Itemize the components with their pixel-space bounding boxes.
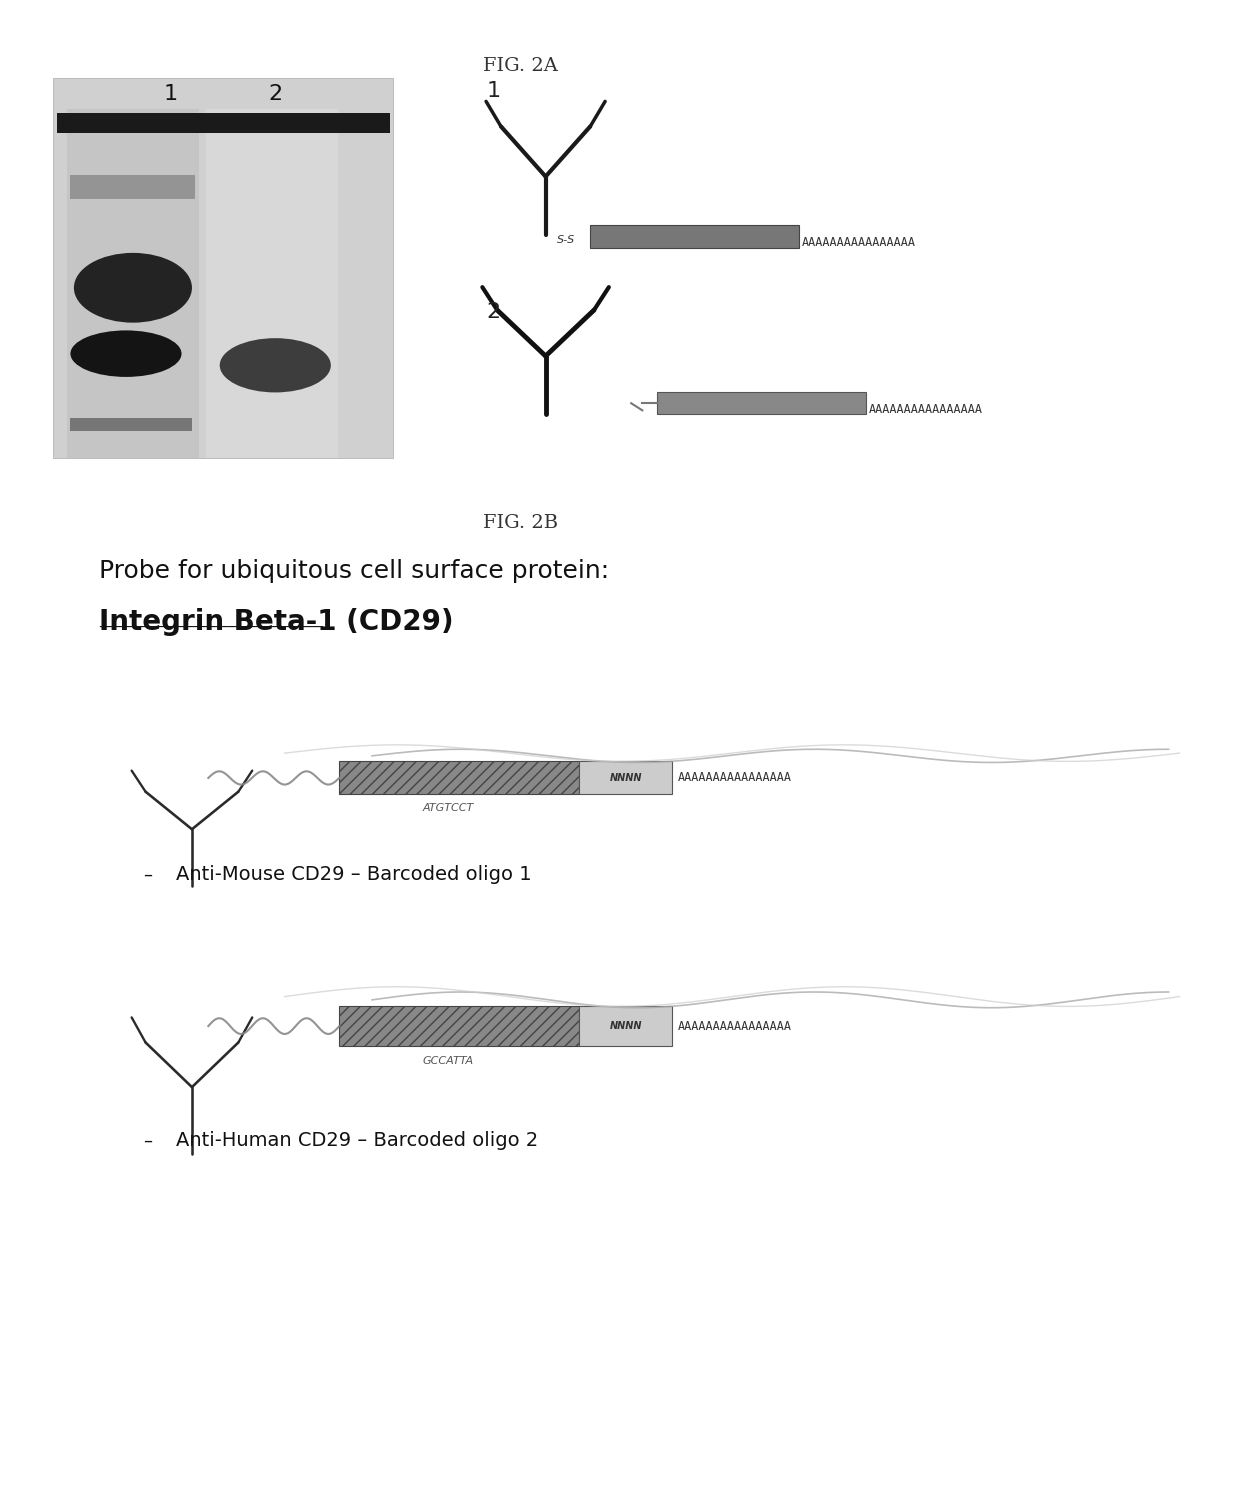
FancyBboxPatch shape [206,109,337,458]
FancyBboxPatch shape [71,417,192,431]
Text: ATGTCCT: ATGTCCT [423,802,474,813]
Text: S-S: S-S [557,236,575,246]
FancyBboxPatch shape [57,113,389,133]
FancyBboxPatch shape [53,79,393,458]
FancyBboxPatch shape [340,1006,579,1045]
FancyBboxPatch shape [657,392,866,414]
Ellipse shape [74,253,192,322]
FancyBboxPatch shape [590,225,799,248]
Text: 2: 2 [486,301,500,322]
Text: AAAAAAAAAAAAAAAA: AAAAAAAAAAAAAAAA [677,1020,791,1033]
FancyBboxPatch shape [67,109,198,458]
Text: 1: 1 [486,81,500,100]
FancyBboxPatch shape [579,762,672,795]
Text: NNNN: NNNN [609,772,642,783]
Text: ________________________________: ________________________________ [99,614,324,628]
FancyBboxPatch shape [579,1006,672,1045]
Text: FIG. 2B: FIG. 2B [484,514,558,532]
Text: Probe for ubiquitous cell surface protein:: Probe for ubiquitous cell surface protei… [99,559,609,583]
Text: GCCATTA: GCCATTA [423,1056,474,1066]
Text: Anti-Human CD29 – Barcoded oligo 2: Anti-Human CD29 – Barcoded oligo 2 [176,1132,538,1151]
Ellipse shape [71,331,181,377]
Text: Anti-Mouse CD29 – Barcoded oligo 1: Anti-Mouse CD29 – Barcoded oligo 1 [176,865,531,884]
Text: Integrin Beta-1 (CD29): Integrin Beta-1 (CD29) [99,608,454,637]
Ellipse shape [219,338,331,392]
Text: 2: 2 [268,83,283,104]
Text: AAAAAAAAAAAAAAAA: AAAAAAAAAAAAAAAA [869,403,983,416]
Text: –: – [143,1132,151,1150]
Text: NNNN: NNNN [609,1021,642,1032]
Text: AAAAAAAAAAAAAAAA: AAAAAAAAAAAAAAAA [677,771,791,784]
Text: –: – [143,865,151,884]
Text: AAAAAAAAAAAAAAAA: AAAAAAAAAAAAAAAA [802,236,916,249]
Text: 1: 1 [164,83,179,104]
Text: FIG. 2A: FIG. 2A [484,57,558,75]
FancyBboxPatch shape [340,762,579,795]
FancyBboxPatch shape [71,176,196,198]
